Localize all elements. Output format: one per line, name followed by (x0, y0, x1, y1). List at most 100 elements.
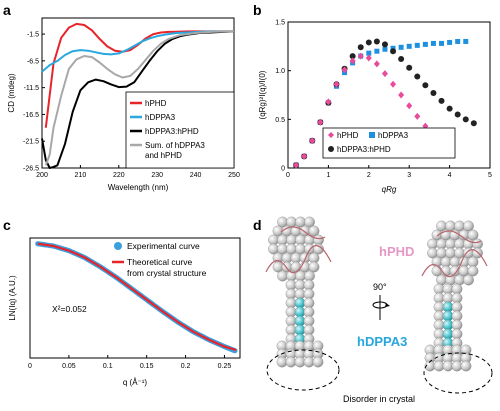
envelope-sphere (436, 220, 447, 232)
chart-b-xtick-label: 1 (326, 172, 330, 179)
envelope-sphere (427, 247, 438, 259)
hdppa3-sphere (294, 306, 306, 318)
chart-b-point-complex (390, 48, 397, 55)
chart-b-point-hdppa3 (430, 40, 436, 46)
chart-b-point-hphd (309, 137, 316, 145)
chart-b-xtick-label: 0 (286, 172, 290, 179)
chart-b-xtick-label: 5 (488, 172, 492, 179)
chart-a-ytick-label: -11.5 (24, 85, 40, 92)
envelope-sphere (467, 256, 479, 268)
chart-b-ylabel: (qRg)²I(q)/I(0) (258, 70, 267, 119)
envelope-sphere (451, 292, 463, 304)
envelope-sphere (304, 216, 315, 228)
envelope-sphere (308, 252, 320, 264)
chart-a-ytick-label: -26.5 (23, 166, 39, 173)
structure-view-left (265, 216, 332, 368)
chart-b-point-hphd (365, 54, 372, 62)
envelope-sphere (277, 234, 288, 246)
envelope-sphere (442, 292, 454, 304)
envelope-sphere (451, 301, 463, 313)
hdppa3-sphere (442, 301, 454, 313)
envelope-sphere (286, 216, 297, 228)
chart-b-legend-box (322, 127, 456, 159)
chart-c-legend-label: Experimental curve (127, 241, 200, 251)
chart-c-xtick-label: 0.25 (218, 363, 232, 370)
chart-b-point-complex (349, 53, 356, 60)
chart-b-legend-label: hPHD (337, 131, 359, 140)
chart-b-point-hphd (406, 102, 413, 110)
envelope-sphere (445, 220, 456, 232)
chart-b-legend-marker-complex (328, 146, 334, 152)
panel-letter-b: b (253, 2, 262, 18)
chart-a-xtick-label: 250 (228, 172, 240, 179)
envelope-sphere (285, 356, 297, 368)
envelope-sphere (460, 360, 472, 372)
envelope-sphere (295, 243, 306, 255)
chart-b-point-hphd (325, 98, 332, 106)
envelope-sphere (308, 261, 320, 273)
chart-b-point-hdppa3 (455, 38, 461, 44)
envelope-sphere (277, 270, 288, 282)
hdppa3-sphere (294, 315, 306, 327)
envelope-sphere (294, 279, 306, 291)
chart-a-series-line-3 (44, 30, 234, 166)
rotation-label: 90° (373, 282, 387, 292)
chart-c-theoretical-line (37, 242, 237, 352)
envelope-sphere (454, 238, 465, 250)
envelope-sphere (463, 274, 474, 286)
chart-b-point-complex (381, 41, 388, 48)
envelope-sphere (458, 265, 470, 277)
chart-b-point-hdppa3 (366, 50, 372, 56)
envelope-sphere (436, 238, 447, 250)
chart-c-ylabel: LN(Iq) (A.U.) (8, 275, 17, 321)
envelope-sphere (436, 247, 447, 259)
chart-c-xtick-label: 0.05 (62, 363, 76, 370)
chi-square-annotation: X²=0.052 (52, 304, 87, 314)
chart-c-xtick-label: 0.1 (103, 363, 113, 370)
envelope-sphere (472, 238, 483, 250)
envelope-sphere (433, 360, 445, 372)
envelope-sphere (295, 234, 306, 246)
disorder-caption: Disorder in crystal (343, 394, 415, 404)
chart-a-series-line-1 (41, 30, 234, 73)
chart-a-xtick-label: 200 (36, 172, 48, 179)
hphd-ribbon (265, 245, 332, 274)
chart-b-point-hphd (381, 70, 388, 78)
chart-b-legend: hPHD hDPPA3 hDPPA3:hPHD (322, 127, 456, 159)
envelope-sphere (454, 274, 465, 286)
envelope-sphere (433, 328, 445, 340)
envelope-sphere (451, 360, 463, 372)
chart-b-point-complex (462, 116, 469, 123)
envelope-sphere (286, 234, 297, 246)
chart-b-point-hphd (317, 118, 324, 126)
envelope-sphere (268, 243, 279, 255)
envelope-sphere (295, 216, 306, 228)
chart-a-legend-label: hDPPA3:hPHD (145, 127, 199, 136)
envelope-sphere (272, 261, 284, 273)
chart-a-legend: hPHD hDPPA3 hDPPA3:hPHD Sum. of hDPPA3 and h… (125, 91, 235, 169)
chart-b-point-complex (430, 90, 437, 97)
hphd-ribbon (436, 230, 482, 244)
envelope-sphere (304, 234, 315, 246)
chart-b-point-hdppa3 (398, 44, 404, 50)
label-hphd: hPHD (379, 244, 414, 259)
envelope-sphere (295, 270, 306, 282)
panel-letter-c: c (3, 217, 11, 233)
chart-b-legend-marker-hdppa3 (369, 132, 375, 138)
envelope-sphere (313, 234, 324, 246)
chart-b-point-complex (438, 97, 445, 104)
envelope-sphere (303, 297, 315, 309)
envelope-sphere (268, 234, 279, 246)
chart-c-legend-label: Theoretical curve from crystal structure (127, 257, 207, 278)
chart-c-xlabel: q (Å⁻¹) (123, 378, 148, 387)
chart-b-point-complex (454, 111, 461, 118)
chart-b-point-hdppa3 (374, 48, 380, 54)
hdppa3-sphere (442, 319, 454, 331)
chart-a-xtick-label: 210 (75, 172, 87, 179)
envelope-sphere (454, 220, 465, 232)
chart-b-point-hdppa3 (463, 38, 469, 44)
panel-letter-a: a (3, 2, 11, 18)
chart-b-point-hphd (301, 152, 308, 160)
envelope-sphere (312, 356, 324, 368)
chart-b-xtick-label: 2 (367, 172, 371, 179)
